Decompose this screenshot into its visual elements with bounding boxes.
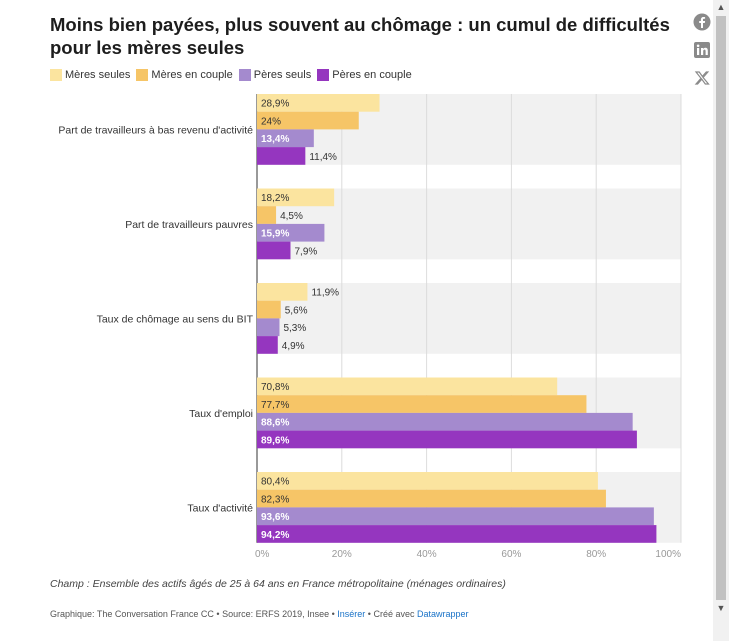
category-label: Taux d'emploi [189, 408, 253, 420]
bar-value-label: 94,2% [261, 530, 289, 541]
bar [257, 300, 281, 319]
bar-value-label: 15,9% [261, 229, 289, 240]
bar-value-label: 5,6% [285, 305, 308, 316]
x-tick-label: 60% [501, 549, 521, 560]
category-label: Part de travailleurs à bas revenu d'acti… [58, 124, 253, 136]
bar [257, 147, 306, 165]
datawrapper-link[interactable]: Datawrapper [416, 609, 469, 619]
x-tick-label: 0% [255, 549, 270, 560]
scroll-down-arrow[interactable]: ▼ [716, 603, 726, 613]
legend-item-peres-en-couple: Pères en couple [317, 69, 412, 81]
bar-value-label: 82,3% [261, 494, 289, 505]
category-band [257, 283, 681, 354]
bar-value-label: 11,4% [309, 152, 337, 163]
bar-value-label: 4,9% [282, 341, 305, 352]
linkedin-icon[interactable] [692, 40, 712, 60]
scrollbar-thumb[interactable] [716, 16, 726, 600]
scope-note: Champ : Ensemble des actifs âgés de 25 à… [50, 578, 506, 590]
bar-chart: 28,9% 24% 13,4% 11,4% 18,2% 4,5% 15,9% 7,9% 11,9… [58, 94, 682, 560]
bar [257, 430, 637, 449]
embed-link[interactable]: Insérer [337, 609, 366, 619]
category-labels: Part de travailleurs à bas revenu d'acti… [58, 124, 253, 514]
x-tick-label: 80% [586, 549, 606, 560]
bar [257, 241, 291, 260]
category-label: Taux d'activité [187, 502, 253, 514]
chart-bars: 28,9% 24% 13,4% 11,4% 18,2% 4,5% 15,9% 7,9% 11,9… [257, 94, 657, 543]
footer-created: • Créé avec [365, 609, 417, 619]
legend-item-meres-seules: Mères seules [50, 69, 130, 81]
bar [257, 395, 587, 413]
legend-label: Pères seuls [253, 69, 312, 81]
chart-title: Moins bien payées, plus souvent au chôma… [50, 14, 670, 58]
bar [257, 489, 606, 508]
legend-label: Pères en couple [332, 69, 412, 81]
bar-value-label: 5,3% [283, 323, 306, 334]
x-icon[interactable] [692, 68, 712, 88]
legend-label: Mères seules [65, 69, 131, 81]
legend-swatch [317, 69, 330, 81]
bar-value-label: 93,6% [261, 512, 289, 523]
bar-value-label: 70,8% [261, 382, 289, 393]
x-tick-label: 100% [655, 549, 681, 560]
footer-credit: Graphique: The Conversation France CC • … [50, 609, 338, 619]
x-tick-label: 40% [417, 549, 437, 560]
category-label: Part de travailleurs pauvres [125, 219, 253, 231]
bar [257, 111, 359, 130]
footer: Graphique: The Conversation France CC • … [50, 609, 469, 619]
bar [257, 283, 308, 301]
scroll-up-arrow[interactable]: ▲ [716, 2, 726, 12]
legend-label: Mères en couple [151, 69, 233, 81]
bar [257, 377, 558, 396]
bar [257, 223, 325, 242]
bar [257, 412, 633, 431]
bar [257, 129, 314, 148]
bar [257, 472, 598, 490]
bar [257, 525, 657, 543]
bar [257, 188, 335, 207]
bar-value-label: 18,2% [261, 193, 289, 204]
bar [257, 507, 654, 526]
legend-swatch [50, 69, 62, 81]
bar [257, 318, 280, 337]
bar-value-label: 77,7% [261, 400, 289, 411]
category-label: Taux de chômage au sens du BIT [97, 313, 254, 325]
legend-item-meres-en-couple: Mères en couple [136, 69, 233, 81]
legend: Mères seules Mères en couple Pères seuls… [50, 68, 418, 82]
bar-value-label: 13,4% [261, 134, 289, 145]
bar-value-label: 4,5% [280, 211, 303, 222]
bar [257, 336, 278, 354]
x-axis-ticks: 0% 20% 40% 60% 80% 100% [255, 549, 681, 560]
bar-value-label: 7,9% [294, 246, 317, 257]
facebook-icon[interactable] [692, 12, 712, 32]
bar-value-label: 89,6% [261, 435, 289, 446]
bar [257, 206, 277, 224]
bar-value-label: 24% [261, 116, 281, 127]
x-tick-label: 20% [332, 549, 352, 560]
bar-value-label: 80,4% [261, 477, 289, 488]
bar-value-label: 28,9% [261, 99, 289, 110]
bar-value-label: 11,9% [311, 288, 339, 299]
bar [257, 94, 380, 112]
legend-swatch [136, 69, 149, 81]
legend-item-peres-seuls: Pères seuls [238, 69, 312, 81]
legend-swatch [238, 69, 251, 81]
bar-value-label: 88,6% [261, 418, 289, 429]
